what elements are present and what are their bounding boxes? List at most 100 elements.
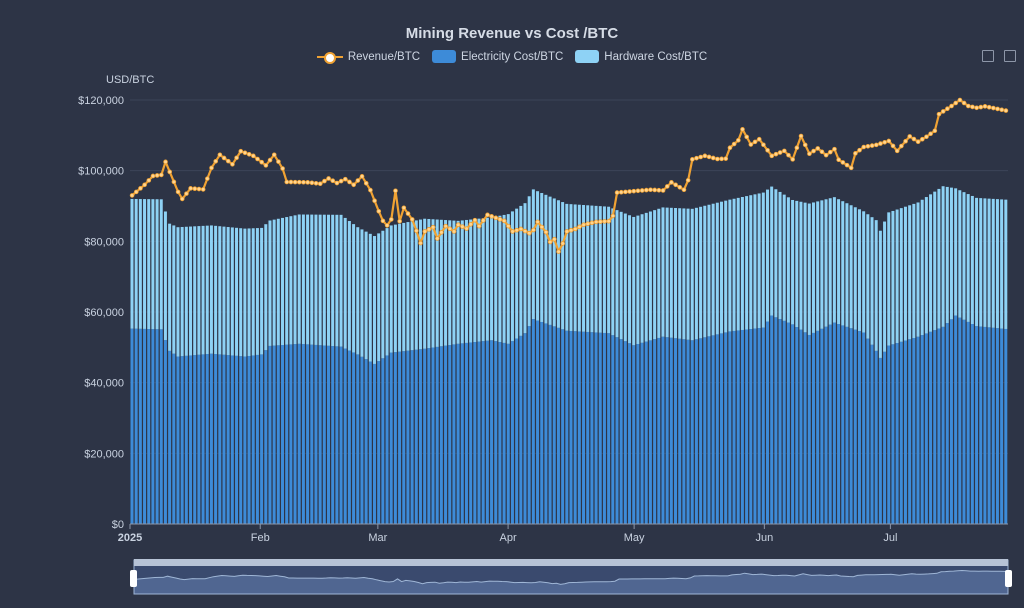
bar-electricity	[464, 342, 468, 524]
revenue-point	[171, 179, 177, 185]
revenue-point	[878, 141, 883, 146]
x-tick-label: Mar	[368, 532, 387, 544]
bar-electricity	[820, 328, 824, 524]
revenue-point	[811, 148, 816, 154]
bar-hardware	[933, 191, 937, 331]
bar-electricity	[481, 341, 485, 524]
datazoom-move-handle[interactable]	[134, 559, 1008, 566]
bar-electricity	[807, 334, 811, 524]
bar-electricity	[720, 333, 723, 524]
revenue-point	[317, 181, 323, 187]
bar-electricity	[138, 328, 142, 524]
legend-item-electricity[interactable]: Electricity Cost/BTC	[432, 50, 563, 63]
bar-hardware	[582, 205, 586, 332]
bar-electricity	[389, 352, 393, 524]
bar-hardware	[728, 199, 732, 332]
revenue-point	[514, 227, 520, 233]
bar-electricity	[991, 327, 995, 524]
bar-electricity	[811, 332, 815, 524]
revenue-point	[351, 182, 356, 188]
bar-hardware	[540, 193, 544, 322]
revenue-point	[397, 218, 402, 224]
bar-electricity	[247, 355, 251, 524]
bar-electricity	[1004, 328, 1008, 524]
revenue-point	[572, 226, 578, 232]
revenue-point	[255, 156, 260, 162]
bar-hardware	[694, 207, 698, 340]
revenue-point	[957, 97, 963, 103]
bar-hardware	[707, 204, 711, 337]
revenue-point	[230, 162, 235, 167]
revenue-point	[585, 221, 591, 227]
y-tick-label: $60,000	[84, 307, 124, 319]
revenue-point	[890, 143, 896, 149]
datazoom-preview	[133, 569, 1009, 595]
revenue-point	[598, 219, 603, 224]
revenue-point	[593, 219, 599, 225]
revenue-point	[468, 222, 474, 227]
bar-electricity	[364, 359, 368, 524]
bar-electricity	[561, 329, 565, 524]
revenue-point	[154, 173, 160, 178]
revenue-point	[857, 147, 862, 153]
revenue-point	[915, 139, 921, 144]
revenue-point	[756, 136, 762, 142]
bar-hardware	[490, 217, 494, 341]
bar-hardware	[352, 224, 356, 353]
bar-hardware	[197, 226, 201, 355]
legend-item-hardware[interactable]: Hardware Cost/BTC	[575, 50, 707, 63]
bar-hardware	[703, 205, 707, 338]
bar-hardware	[908, 205, 912, 340]
bar-electricity	[929, 331, 933, 524]
bar-electricity	[979, 326, 983, 524]
bar-hardware	[331, 214, 335, 347]
bar-hardware	[214, 225, 218, 355]
revenue-point	[552, 236, 557, 242]
bar-electricity	[874, 350, 878, 524]
bar-hardware	[870, 217, 874, 345]
restore-icon[interactable]	[1004, 50, 1016, 62]
bar-electricity	[406, 350, 410, 524]
bar-electricity	[331, 346, 335, 524]
bar-hardware	[640, 214, 644, 343]
revenue-point	[480, 218, 486, 223]
revenue-point	[347, 179, 352, 185]
bar-electricity	[899, 341, 903, 524]
y-tick-label: $120,000	[78, 95, 124, 107]
legend-item-revenue[interactable]: Revenue/BTC	[316, 50, 420, 64]
revenue-point	[828, 149, 833, 155]
bar-hardware	[130, 198, 134, 329]
datazoom-right-handle[interactable]	[1005, 570, 1012, 587]
bar-hardware	[255, 228, 259, 355]
revenue-point	[150, 173, 156, 179]
bar-hardware	[766, 189, 769, 322]
bar-electricity	[335, 346, 339, 524]
bar-electricity	[711, 335, 715, 524]
x-tick-label: Jul	[883, 532, 897, 544]
revenue-point	[631, 188, 637, 194]
bar-electricity	[857, 331, 861, 524]
zoom-icon[interactable]	[982, 50, 994, 62]
bar-hardware	[916, 202, 920, 337]
bar-electricity	[456, 343, 460, 524]
bar-electricity	[239, 356, 243, 524]
revenue-point	[455, 222, 461, 228]
bar-electricity	[168, 350, 172, 524]
bar-electricity	[172, 353, 176, 524]
revenue-point	[919, 136, 925, 142]
bar-electricity	[218, 354, 222, 524]
revenue-point	[928, 131, 933, 137]
revenue-point	[363, 180, 369, 186]
bar-electricity	[130, 328, 134, 524]
revenue-point	[978, 104, 984, 110]
revenue-point	[380, 218, 386, 224]
bar-electricity	[251, 355, 255, 524]
datazoom-left-handle[interactable]	[130, 570, 137, 587]
revenue-point	[497, 217, 503, 222]
bar-hardware	[962, 192, 966, 320]
bar-electricity	[837, 324, 841, 524]
revenue-point	[627, 189, 632, 194]
bar-electricity	[828, 324, 832, 524]
bar-electricity	[628, 343, 632, 524]
bar-electricity	[962, 319, 966, 524]
